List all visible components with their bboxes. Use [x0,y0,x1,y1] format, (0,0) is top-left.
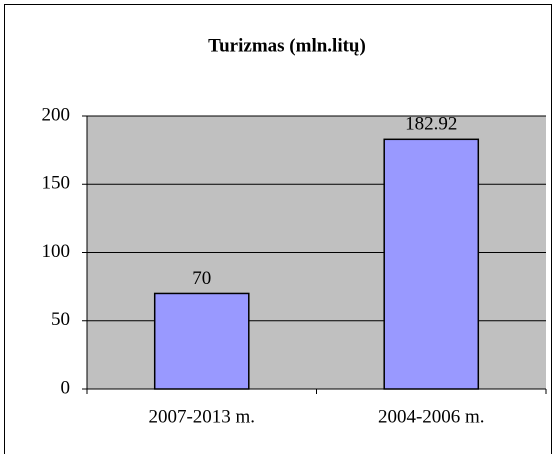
chart-title: Turizmas (mln.litų) [208,35,366,56]
y-tick-label: 0 [61,377,71,398]
y-tick-label: 100 [42,241,71,262]
x-tick-label: 2004-2006 m. [378,406,485,427]
y-tick-label: 150 [42,173,71,194]
value-label: 70 [192,268,211,289]
y-tick-label: 50 [51,309,70,330]
y-tick-label: 200 [42,104,71,125]
x-tick-label: 2007-2013 m. [148,406,255,427]
value-label: 182.92 [405,114,457,135]
bar [383,138,480,390]
bar [153,292,250,390]
